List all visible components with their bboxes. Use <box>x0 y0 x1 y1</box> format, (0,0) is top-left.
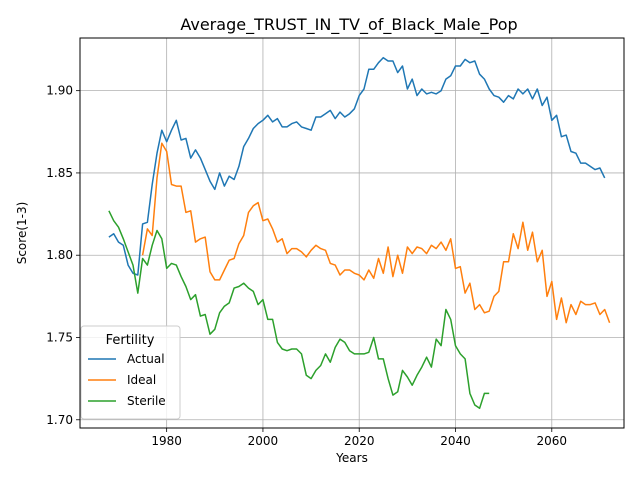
legend-label-ideal: Ideal <box>127 373 156 387</box>
y-tick-label: 1.90 <box>46 84 73 98</box>
series-line-actual <box>108 56 606 276</box>
y-tick-label: 1.85 <box>46 166 73 180</box>
y-tick-label: 1.70 <box>46 413 73 427</box>
x-tick-label: 1980 <box>151 434 182 448</box>
y-axis-label: Score(1-3) <box>15 202 29 265</box>
x-tick-label: 2040 <box>440 434 471 448</box>
x-tick-label: 2020 <box>344 434 375 448</box>
y-tick-label: 1.80 <box>46 248 73 262</box>
x-axis: 1980 2000 2020 2040 2060 <box>151 428 567 448</box>
plot-area-frame <box>79 37 625 429</box>
legend-title: Fertility <box>106 333 155 348</box>
legend-label-actual: Actual <box>127 352 165 366</box>
legend-entries: Actual Ideal Sterile <box>88 352 166 408</box>
series-line-ideal <box>141 142 611 324</box>
legend-box <box>80 325 181 420</box>
legend: Fertility Actual Ideal Sterile <box>80 325 181 420</box>
legend-label-sterile: Sterile <box>127 394 166 408</box>
y-tick-label: 1.75 <box>46 330 73 344</box>
x-tick-label: 2000 <box>248 434 279 448</box>
chart-title: Average_TRUST_IN_TV_of_Black_Male_Pop <box>180 15 517 35</box>
y-axis: 1.70 1.75 1.80 1.85 1.90 <box>46 84 80 427</box>
x-axis-label: Years <box>335 451 368 465</box>
x-tick-label: 2060 <box>537 434 568 448</box>
series-line-sterile <box>108 210 490 410</box>
series-lines <box>108 56 611 410</box>
